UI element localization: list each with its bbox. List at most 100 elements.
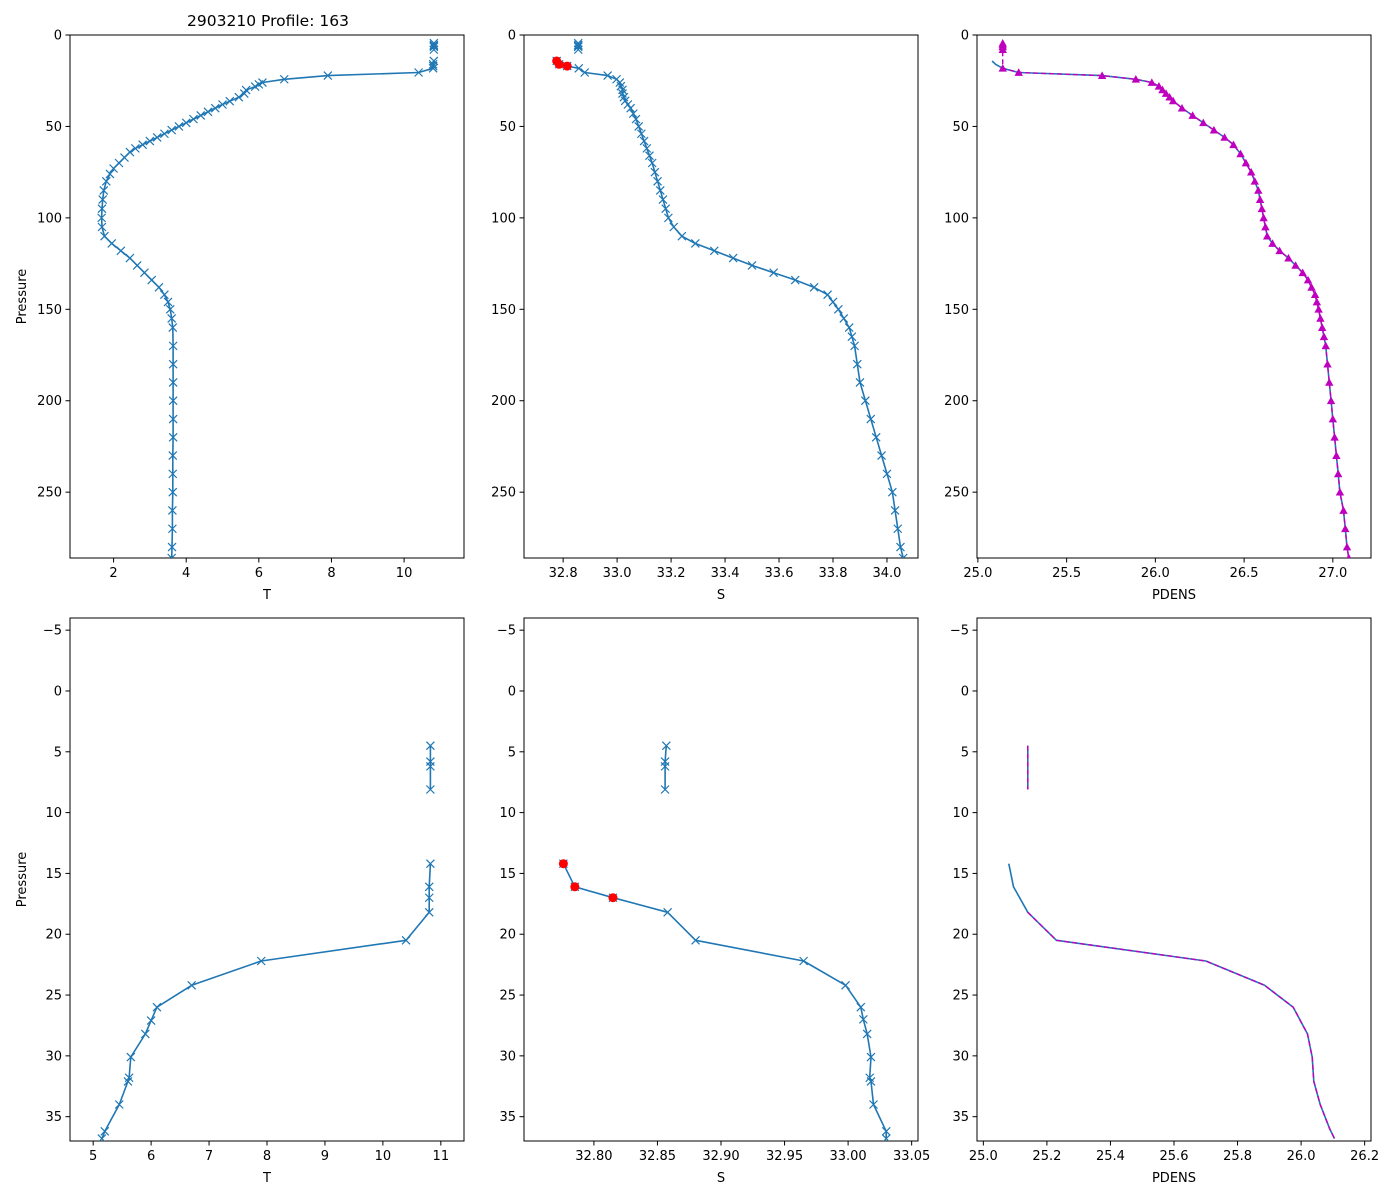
y-tick-label: 15: [45, 867, 62, 882]
x-marker: [881, 1134, 891, 1141]
x-tick-label: 25.0: [963, 566, 992, 581]
flag-marker: [570, 882, 580, 892]
x-marker: [168, 396, 178, 406]
x-marker: [860, 396, 870, 406]
x-marker: [152, 132, 162, 142]
x-marker: [105, 169, 115, 179]
x-marker: [165, 304, 175, 314]
triangle-marker: [1236, 149, 1245, 158]
triangle-marker: [1310, 290, 1320, 299]
triangle-marker: [1312, 297, 1322, 306]
x-marker: [168, 341, 178, 351]
x-marker: [140, 268, 149, 278]
x-marker: [847, 332, 857, 342]
triangle-marker: [1161, 89, 1171, 97]
x-marker: [98, 195, 108, 205]
x-marker: [866, 1052, 876, 1062]
y-tick-label: 5: [508, 745, 516, 760]
x-axis-label: S: [717, 1171, 725, 1186]
x-marker: [850, 341, 860, 351]
triangle-marker: [1303, 275, 1313, 284]
y-tick-label: 250: [944, 486, 969, 501]
x-tick-label: 5: [89, 1149, 97, 1164]
triangle-marker: [1199, 118, 1208, 127]
x-marker: [145, 136, 155, 146]
triangle-marker: [1342, 542, 1352, 551]
x-tick-label: 32.95: [766, 1149, 803, 1164]
triangle-marker: [1325, 378, 1334, 386]
x-marker: [401, 935, 411, 945]
x-marker: [424, 907, 434, 917]
x-marker: [653, 176, 663, 186]
x-marker: [887, 487, 897, 497]
x-marker: [130, 143, 140, 153]
x-marker: [626, 103, 636, 113]
y-tick-label: 200: [491, 394, 516, 409]
x-marker: [877, 451, 886, 461]
x-marker: [428, 61, 438, 71]
x-axis-label: S: [717, 588, 725, 603]
axes-frame: [976, 34, 1372, 559]
triangle-marker: [1177, 103, 1187, 112]
x-marker: [866, 414, 876, 424]
x-marker: [429, 45, 439, 55]
triangle-marker: [1339, 506, 1348, 514]
y-tick-label: 35: [499, 1110, 516, 1125]
x-marker: [573, 38, 583, 48]
y-tick-label: 0: [508, 29, 516, 44]
triangle-marker: [1307, 283, 1316, 291]
y-tick-label: 0: [508, 684, 516, 699]
triangle-marker: [1014, 68, 1023, 76]
x-marker: [858, 1014, 868, 1024]
triangle-marker: [1341, 524, 1350, 533]
x-tick-label: 25.2: [1032, 1149, 1061, 1164]
x-marker: [573, 45, 583, 55]
subplot-4: 5 6 7 8 9 10 11 −5 0 5 10 15 20 25 30 35 T Pressure: [15, 617, 465, 1186]
x-marker: [323, 71, 333, 81]
x-marker: [174, 122, 184, 131]
x-marker: [147, 275, 157, 285]
x-marker: [890, 506, 900, 515]
x-marker: [126, 1052, 136, 1062]
x-marker: [189, 114, 198, 124]
triangle-marker: [1220, 133, 1229, 141]
y-tick-label: 35: [952, 1110, 969, 1125]
x-tick-label: 26.0: [1287, 1149, 1316, 1164]
flag-marker: [558, 859, 568, 869]
x-tick-label: 34.0: [872, 566, 901, 581]
x-marker: [159, 129, 169, 139]
x-marker: [140, 1029, 150, 1039]
triangle-marker: [1275, 246, 1284, 255]
x-marker: [642, 143, 652, 153]
y-tick-label: 30: [499, 1049, 516, 1064]
triangle-marker: [1284, 253, 1293, 262]
x-marker: [424, 882, 434, 892]
x-marker: [871, 432, 881, 442]
triangle-marker: [1229, 140, 1238, 149]
x-marker: [239, 89, 249, 98]
triangle-marker: [1346, 553, 1352, 558]
triangle-marker: [1332, 451, 1341, 459]
x-tick-label: 33.00: [829, 1149, 866, 1164]
y-tick-label: 0: [961, 684, 969, 699]
flag-marker: [554, 59, 564, 69]
y-tick-label: 20: [952, 928, 969, 943]
x-marker: [709, 246, 719, 256]
triangle-marker: [1154, 82, 1164, 90]
x-tick-label: 8: [263, 1149, 271, 1164]
x-marker: [647, 158, 657, 168]
triangle-marker: [1254, 186, 1263, 194]
y-tick-label: 100: [944, 211, 969, 226]
y-tick-label: 100: [37, 211, 62, 226]
x-axis-label: T: [262, 588, 271, 603]
x-marker: [833, 304, 843, 314]
x-marker: [234, 92, 244, 102]
plot-area: [97, 38, 439, 558]
x-marker: [631, 114, 641, 124]
x-marker: [168, 323, 178, 333]
x-marker: [167, 553, 177, 558]
x-marker: [799, 956, 809, 966]
x-marker: [769, 268, 779, 278]
axes-frame: [523, 34, 919, 559]
